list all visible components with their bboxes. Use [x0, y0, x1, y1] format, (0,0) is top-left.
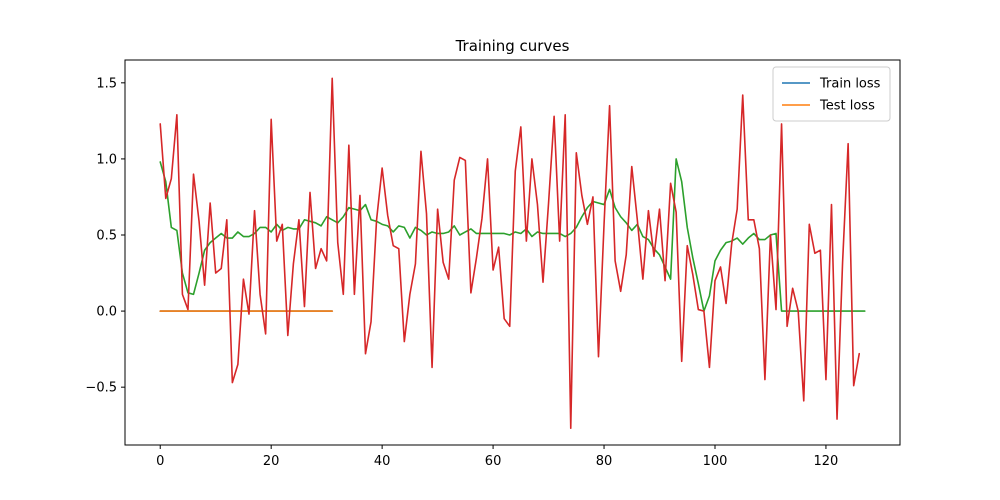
- x-tick-label: 40: [374, 454, 391, 469]
- x-axis-ticks: 0 20 40 60 80 100 120: [156, 445, 838, 469]
- plot-frame: [124, 59, 901, 446]
- y-axis-ticks: −0.5 0.0 0.5 1.0 1.5: [85, 76, 125, 396]
- legend-label: Train loss: [819, 77, 881, 92]
- legend: Train loss Test loss: [772, 66, 891, 122]
- x-tick-label: 0: [156, 454, 164, 469]
- x-tick-label: 80: [596, 454, 613, 469]
- x-tick-label: 120: [814, 454, 839, 469]
- x-tick-label: 60: [485, 454, 502, 469]
- y-tick-label: 1.0: [96, 152, 117, 167]
- x-tick-label: 100: [703, 454, 728, 469]
- legend-box: [772, 66, 891, 122]
- noisy-series-line: [159, 77, 861, 430]
- chart-title: Training curves: [455, 37, 570, 55]
- y-tick-label: 0.0: [96, 305, 117, 320]
- x-tick-label: 20: [263, 454, 280, 469]
- y-tick-label: 0.5: [96, 229, 117, 244]
- y-tick-label: −0.5: [85, 381, 117, 396]
- y-tick-label: 1.5: [96, 76, 117, 91]
- legend-label: Test loss: [819, 99, 875, 114]
- series-layer: [159, 77, 866, 430]
